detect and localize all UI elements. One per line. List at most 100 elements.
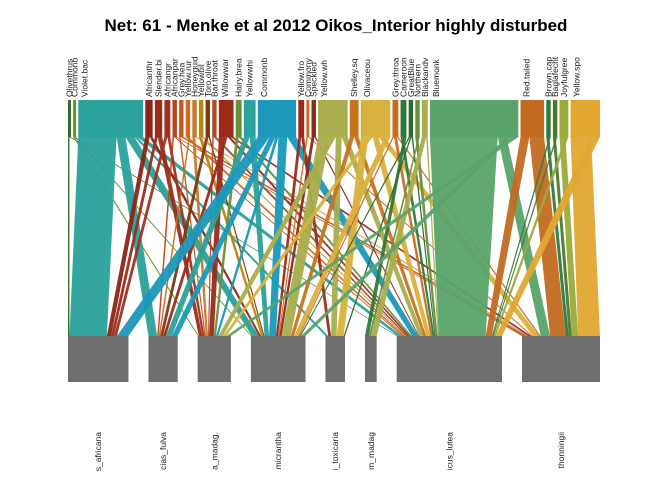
lower-bar-5 (364, 336, 377, 382)
higher-bar-27 (421, 100, 428, 137)
link-16-1 (171, 137, 276, 336)
higher-label-29: Red.tailed (522, 58, 532, 97)
link-2-0 (69, 137, 117, 336)
higher-bar-24 (400, 100, 407, 137)
link-31-6 (492, 137, 558, 336)
link-22-3 (294, 137, 391, 336)
lower-level-labels: s_africana cias_fulva a_madag. micrantha i_t… (93, 432, 566, 471)
higher-bar-31 (552, 100, 558, 137)
higher-bar-18 (306, 100, 310, 137)
link-22-6 (372, 137, 431, 336)
higher-bar-9 (192, 100, 197, 137)
higher-label-1: Commonb (70, 58, 80, 97)
higher-bar-21 (349, 100, 359, 137)
higher-bar-4 (154, 100, 163, 137)
link-0-6 (69, 137, 398, 336)
higher-label-20: Yellow.wh (319, 60, 329, 97)
link-25-3 (299, 137, 411, 336)
link-25-4 (343, 137, 412, 336)
higher-label-18: Commony (303, 58, 313, 97)
link-17-4 (301, 137, 332, 336)
link-22-2 (222, 137, 373, 336)
higher-bar-28 (429, 100, 519, 137)
higher-label-8: Yellow.rur (183, 60, 193, 97)
link-5-2 (167, 137, 205, 336)
link-3-0 (106, 137, 150, 336)
link-27-6 (426, 137, 439, 336)
link-33-7 (570, 137, 600, 336)
link-28-2 (226, 137, 519, 336)
link-4-0 (111, 137, 158, 336)
link-18-3 (278, 137, 308, 336)
higher-label-32: Joyfulgree (559, 58, 569, 97)
higher-bar-25 (408, 100, 414, 137)
link-20-3 (281, 137, 330, 336)
lower-label-3: micrantha (273, 432, 283, 470)
higher-bar-22 (360, 100, 391, 137)
link-0-0 (68, 137, 70, 336)
lower-bar-4 (325, 336, 345, 382)
lower-bar-2 (197, 336, 231, 382)
lower-bar-0 (68, 336, 129, 382)
higher-label-5: Africangr (162, 63, 172, 97)
higher-label-4: Slender.bi (154, 59, 164, 97)
lower-label-4: i_toxicaria (330, 432, 340, 471)
higher-label-6: Africanpar (170, 58, 180, 97)
link-16-2 (216, 137, 279, 336)
higher-label-2: Violet.bac (79, 59, 89, 97)
lower-label-5: m_madag (366, 432, 376, 470)
higher-bar-33 (570, 100, 600, 137)
higher-bar-10 (198, 100, 204, 137)
higher-label-27: Blackandv (420, 57, 430, 97)
interaction-links (68, 137, 600, 336)
higher-label-23: Grey.throa (390, 57, 400, 97)
higher-label-14: Hairy.brea (234, 58, 244, 97)
lower-label-0: s_africana (93, 432, 103, 471)
higher-bar-6 (172, 100, 177, 137)
higher-bar-13 (218, 100, 234, 137)
link-28-3 (300, 137, 513, 336)
higher-bar-16 (257, 100, 297, 137)
link-16-0 (116, 137, 270, 336)
higher-bar-17 (298, 100, 305, 137)
higher-label-9: Honeyguid (190, 56, 200, 97)
link-28-6 (429, 137, 498, 336)
link-20-2 (218, 137, 336, 336)
link-29-6 (485, 137, 530, 336)
lower-bar-7 (521, 336, 600, 382)
higher-bar-15 (243, 100, 256, 137)
higher-label-31: Baglafecht (550, 56, 560, 97)
lower-bar-1 (148, 336, 178, 382)
higher-label-33: Yellow.spo (572, 57, 582, 97)
chart-title: Net: 61 - Menke et al 2012 Oikos_Interio… (105, 16, 568, 35)
higher-bar-12 (212, 100, 217, 137)
link-21-6 (354, 137, 427, 336)
higher-bar-1 (73, 100, 77, 137)
link-32-7 (559, 137, 579, 336)
higher-label-24: Cameroon (399, 57, 409, 97)
link-5-0 (114, 137, 168, 336)
higher-bar-3 (145, 100, 153, 137)
higher-label-13: Willowwar (220, 59, 230, 97)
higher-label-26: Northern (413, 64, 423, 97)
link-26-6 (415, 137, 438, 336)
link-2-1 (116, 137, 158, 336)
link-31-7 (552, 137, 572, 336)
link-28-7 (497, 137, 551, 336)
link-22-4 (336, 137, 369, 336)
link-8-1 (158, 137, 191, 336)
higher-label-0: Olivethrus (65, 59, 75, 97)
higher-bar-26 (415, 100, 420, 137)
link-30-7 (546, 137, 569, 336)
link-33-6 (495, 137, 600, 336)
link-21-3 (290, 137, 355, 336)
link-1-3 (74, 137, 253, 336)
higher-label-28: Bluemonk (431, 58, 441, 97)
higher-bar-23 (392, 100, 399, 137)
link-30-6 (491, 137, 551, 336)
higher-label-17: Yellow.fro (296, 61, 306, 97)
higher-label-25: GreatBlue (406, 58, 416, 97)
higher-label-19: Speckled (309, 62, 319, 97)
